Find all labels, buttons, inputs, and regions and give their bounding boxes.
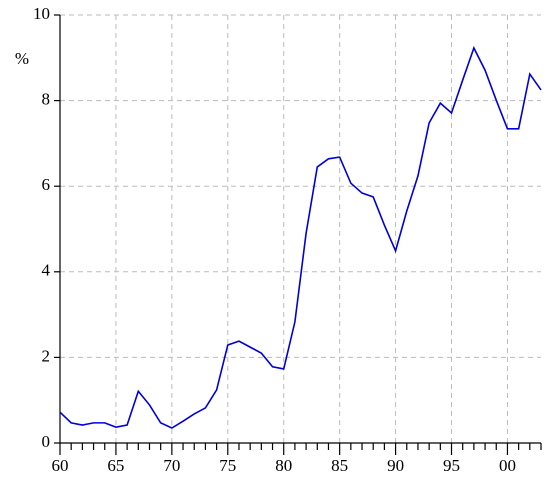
y-tick-label: 10 [33, 4, 50, 23]
x-tick-label: 65 [107, 456, 124, 475]
x-tick-label: 80 [275, 456, 292, 475]
y-axis-label: % [15, 49, 29, 68]
x-tick-label: 60 [52, 456, 69, 475]
y-tick-label: 0 [42, 432, 51, 451]
y-tick-label: 4 [42, 261, 51, 280]
y-tick-label: 8 [42, 90, 51, 109]
x-tick-label: 00 [499, 456, 516, 475]
x-tick-label: 85 [331, 456, 348, 475]
x-tick-label: 95 [443, 456, 460, 475]
data-line [59, 45, 542, 429]
x-tick-label: 75 [219, 456, 236, 475]
x-tick-label: 70 [163, 456, 180, 475]
x-tick-label: 90 [387, 456, 404, 475]
y-tick-label: 2 [42, 346, 51, 365]
y-tick-label: 6 [42, 175, 51, 194]
